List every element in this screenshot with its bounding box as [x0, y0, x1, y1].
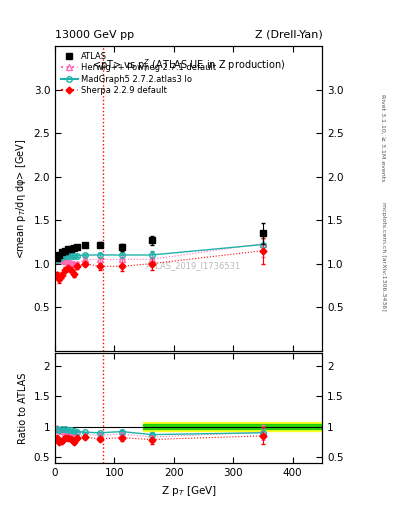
Bar	[143, 422, 322, 431]
Y-axis label: Ratio to ATLAS: Ratio to ATLAS	[18, 373, 28, 444]
Bar	[143, 424, 322, 429]
Text: Rivet 3.1.10, ≥ 3.1M events: Rivet 3.1.10, ≥ 3.1M events	[381, 95, 386, 182]
Text: ATLAS_2019_I1736531: ATLAS_2019_I1736531	[146, 261, 242, 270]
X-axis label: Z p$_T$ [GeV]: Z p$_T$ [GeV]	[161, 484, 217, 498]
Y-axis label: <mean p$_T$/dη dφ> [GeV]: <mean p$_T$/dη dφ> [GeV]	[14, 138, 28, 259]
Text: 13000 GeV pp: 13000 GeV pp	[55, 30, 134, 40]
Text: Z (Drell-Yan): Z (Drell-Yan)	[255, 30, 322, 40]
Legend: ATLAS, Herwig++ Powheg 2.7.1 default, MadGraph5 2.7.2.atlas3 lo, Sherpa 2.2.9 de: ATLAS, Herwig++ Powheg 2.7.1 default, Ma…	[59, 50, 218, 97]
Text: <pT> vs p$_T^Z$ (ATLAS UE in Z production): <pT> vs p$_T^Z$ (ATLAS UE in Z productio…	[92, 57, 285, 74]
Text: mcplots.cern.ch [arXiv:1306.3436]: mcplots.cern.ch [arXiv:1306.3436]	[381, 202, 386, 310]
